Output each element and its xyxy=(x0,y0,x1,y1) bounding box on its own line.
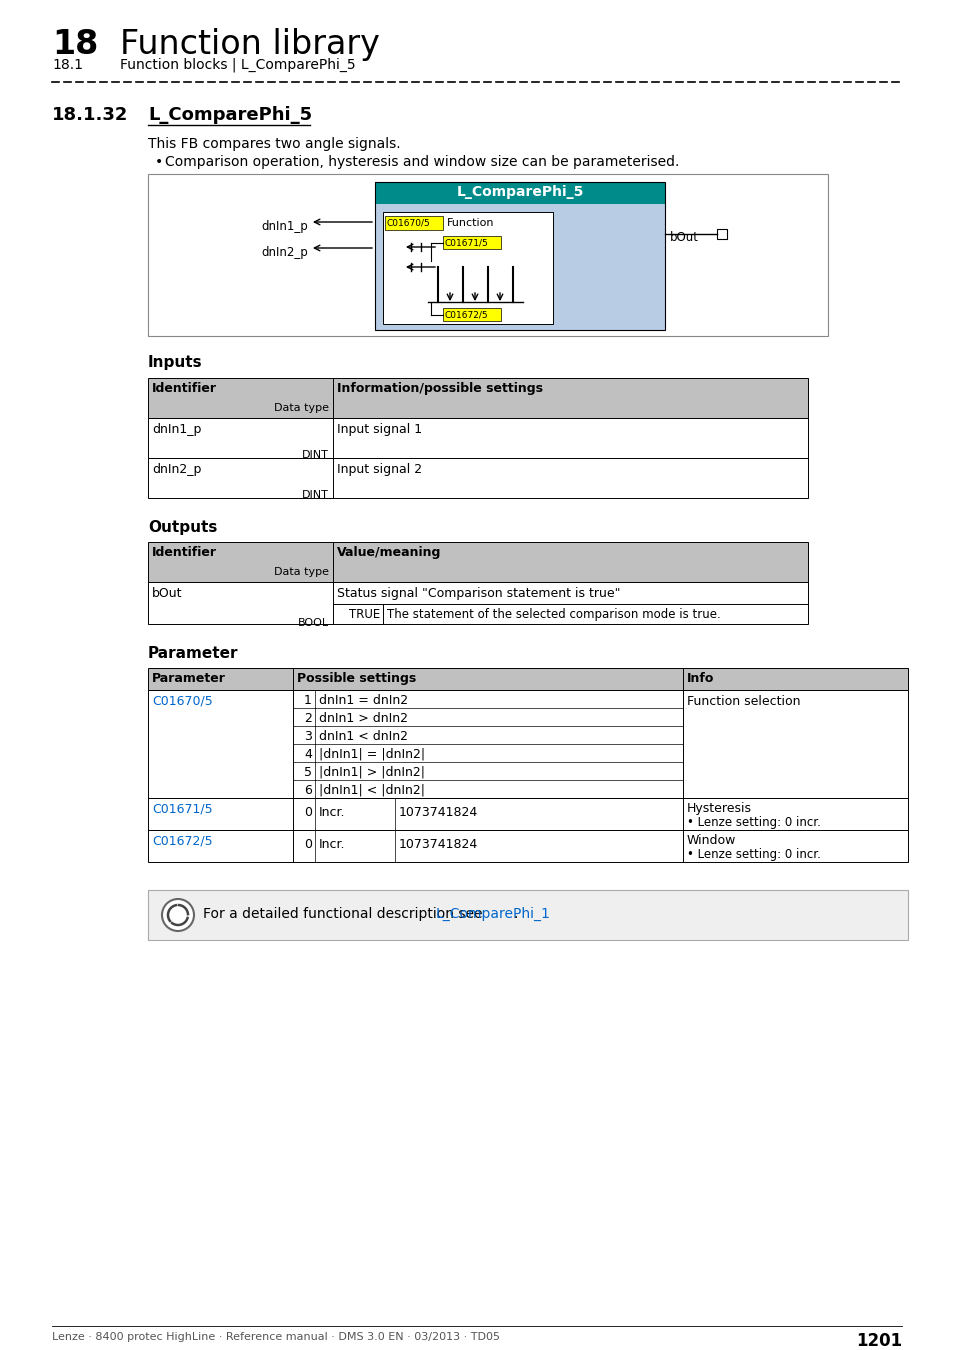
Text: Parameter: Parameter xyxy=(152,672,226,684)
Text: dnIn1 > dnIn2: dnIn1 > dnIn2 xyxy=(318,711,408,725)
Text: Identifier: Identifier xyxy=(152,545,216,559)
Bar xyxy=(385,216,442,230)
Text: |dnIn1| = |dnIn2|: |dnIn1| = |dnIn2| xyxy=(318,748,425,761)
Bar xyxy=(717,230,726,239)
Text: BOOL: BOOL xyxy=(297,618,329,628)
Bar xyxy=(442,308,500,321)
Text: dnIn2_p: dnIn2_p xyxy=(261,246,308,259)
Text: 0: 0 xyxy=(304,838,312,850)
Text: C01670/5: C01670/5 xyxy=(387,217,431,227)
Text: 0: 0 xyxy=(304,806,312,819)
Bar xyxy=(148,541,807,582)
Text: 4: 4 xyxy=(304,748,312,761)
Text: • Lenze setting: 0 incr.: • Lenze setting: 0 incr. xyxy=(686,848,820,861)
Text: For a detailed functional description see: For a detailed functional description se… xyxy=(203,907,486,921)
Text: 18.1: 18.1 xyxy=(52,58,83,72)
Text: |dnIn1| < |dnIn2|: |dnIn1| < |dnIn2| xyxy=(318,784,424,796)
Text: Input signal 2: Input signal 2 xyxy=(336,463,421,477)
Text: This FB compares two angle signals.: This FB compares two angle signals. xyxy=(148,136,400,151)
Text: L_ComparePhi_1: L_ComparePhi_1 xyxy=(436,907,551,921)
Text: Data type: Data type xyxy=(274,567,329,576)
Text: 6: 6 xyxy=(304,784,312,796)
Text: 1: 1 xyxy=(304,694,312,707)
Bar xyxy=(148,890,907,940)
Text: Outputs: Outputs xyxy=(148,520,217,535)
Text: C01671/5: C01671/5 xyxy=(444,238,488,247)
Text: Status signal "Comparison statement is true": Status signal "Comparison statement is t… xyxy=(336,587,619,599)
Bar xyxy=(148,418,807,458)
Bar xyxy=(375,204,664,329)
Text: • Lenze setting: 0 incr.: • Lenze setting: 0 incr. xyxy=(686,815,820,829)
Text: Inputs: Inputs xyxy=(148,355,202,370)
Text: Possible settings: Possible settings xyxy=(296,672,416,684)
Text: Data type: Data type xyxy=(274,404,329,413)
Text: 18: 18 xyxy=(52,28,98,61)
Bar xyxy=(148,378,807,418)
Text: The statement of the selected comparison mode is true.: The statement of the selected comparison… xyxy=(387,608,720,621)
Text: Info: Info xyxy=(686,672,714,684)
Text: •: • xyxy=(154,155,163,169)
Text: DINT: DINT xyxy=(302,450,329,460)
Text: DINT: DINT xyxy=(302,490,329,500)
Text: bOut: bOut xyxy=(669,231,699,244)
Text: C01672/5: C01672/5 xyxy=(152,836,213,848)
Text: 1201: 1201 xyxy=(855,1332,901,1350)
Bar xyxy=(148,690,907,798)
Text: Input signal 1: Input signal 1 xyxy=(336,423,421,436)
Text: dnIn1_p: dnIn1_p xyxy=(261,220,308,234)
Text: L_ComparePhi_5: L_ComparePhi_5 xyxy=(456,185,583,198)
Text: C01670/5: C01670/5 xyxy=(152,695,213,707)
Bar xyxy=(382,212,553,324)
Bar xyxy=(375,182,664,204)
Bar xyxy=(148,668,907,690)
Text: Incr.: Incr. xyxy=(318,806,345,819)
Text: 18.1.32: 18.1.32 xyxy=(52,107,129,124)
Text: |dnIn1| > |dnIn2|: |dnIn1| > |dnIn2| xyxy=(318,765,424,779)
Text: TRUE: TRUE xyxy=(349,608,379,621)
Text: dnIn1 = dnIn2: dnIn1 = dnIn2 xyxy=(318,694,408,707)
Text: dnIn2_p: dnIn2_p xyxy=(152,463,201,477)
Bar xyxy=(148,458,807,498)
Text: Parameter: Parameter xyxy=(148,647,238,662)
Bar xyxy=(442,236,500,248)
Text: bOut: bOut xyxy=(152,587,182,599)
Text: dnIn1_p: dnIn1_p xyxy=(152,423,201,436)
Text: 1073741824: 1073741824 xyxy=(398,838,477,850)
Text: Lenze · 8400 protec HighLine · Reference manual · DMS 3.0 EN · 03/2013 · TD05: Lenze · 8400 protec HighLine · Reference… xyxy=(52,1332,499,1342)
Bar xyxy=(148,582,807,624)
Text: Comparison operation, hysteresis and window size can be parameterised.: Comparison operation, hysteresis and win… xyxy=(165,155,679,169)
Text: dnIn1 < dnIn2: dnIn1 < dnIn2 xyxy=(318,730,408,742)
Text: Function library: Function library xyxy=(120,28,379,61)
Text: Function blocks | L_ComparePhi_5: Function blocks | L_ComparePhi_5 xyxy=(120,58,355,73)
Text: Window: Window xyxy=(686,834,736,846)
Bar xyxy=(148,830,907,863)
Text: Information/possible settings: Information/possible settings xyxy=(336,382,542,396)
Text: Identifier: Identifier xyxy=(152,382,216,396)
Bar xyxy=(148,174,827,336)
Text: .: . xyxy=(514,907,517,921)
Text: Function selection: Function selection xyxy=(686,695,800,707)
Text: L_ComparePhi_5: L_ComparePhi_5 xyxy=(148,107,312,124)
Text: C01671/5: C01671/5 xyxy=(152,803,213,815)
Text: 2: 2 xyxy=(304,711,312,725)
Bar xyxy=(375,182,664,329)
Text: Function: Function xyxy=(447,217,494,228)
Bar xyxy=(148,798,907,830)
Text: 5: 5 xyxy=(304,765,312,779)
Text: Incr.: Incr. xyxy=(318,838,345,850)
Text: 3: 3 xyxy=(304,730,312,742)
Text: Value/meaning: Value/meaning xyxy=(336,545,441,559)
Text: Hysteresis: Hysteresis xyxy=(686,802,751,815)
Circle shape xyxy=(162,899,193,931)
Text: 1073741824: 1073741824 xyxy=(398,806,477,819)
Text: C01672/5: C01672/5 xyxy=(444,310,488,319)
